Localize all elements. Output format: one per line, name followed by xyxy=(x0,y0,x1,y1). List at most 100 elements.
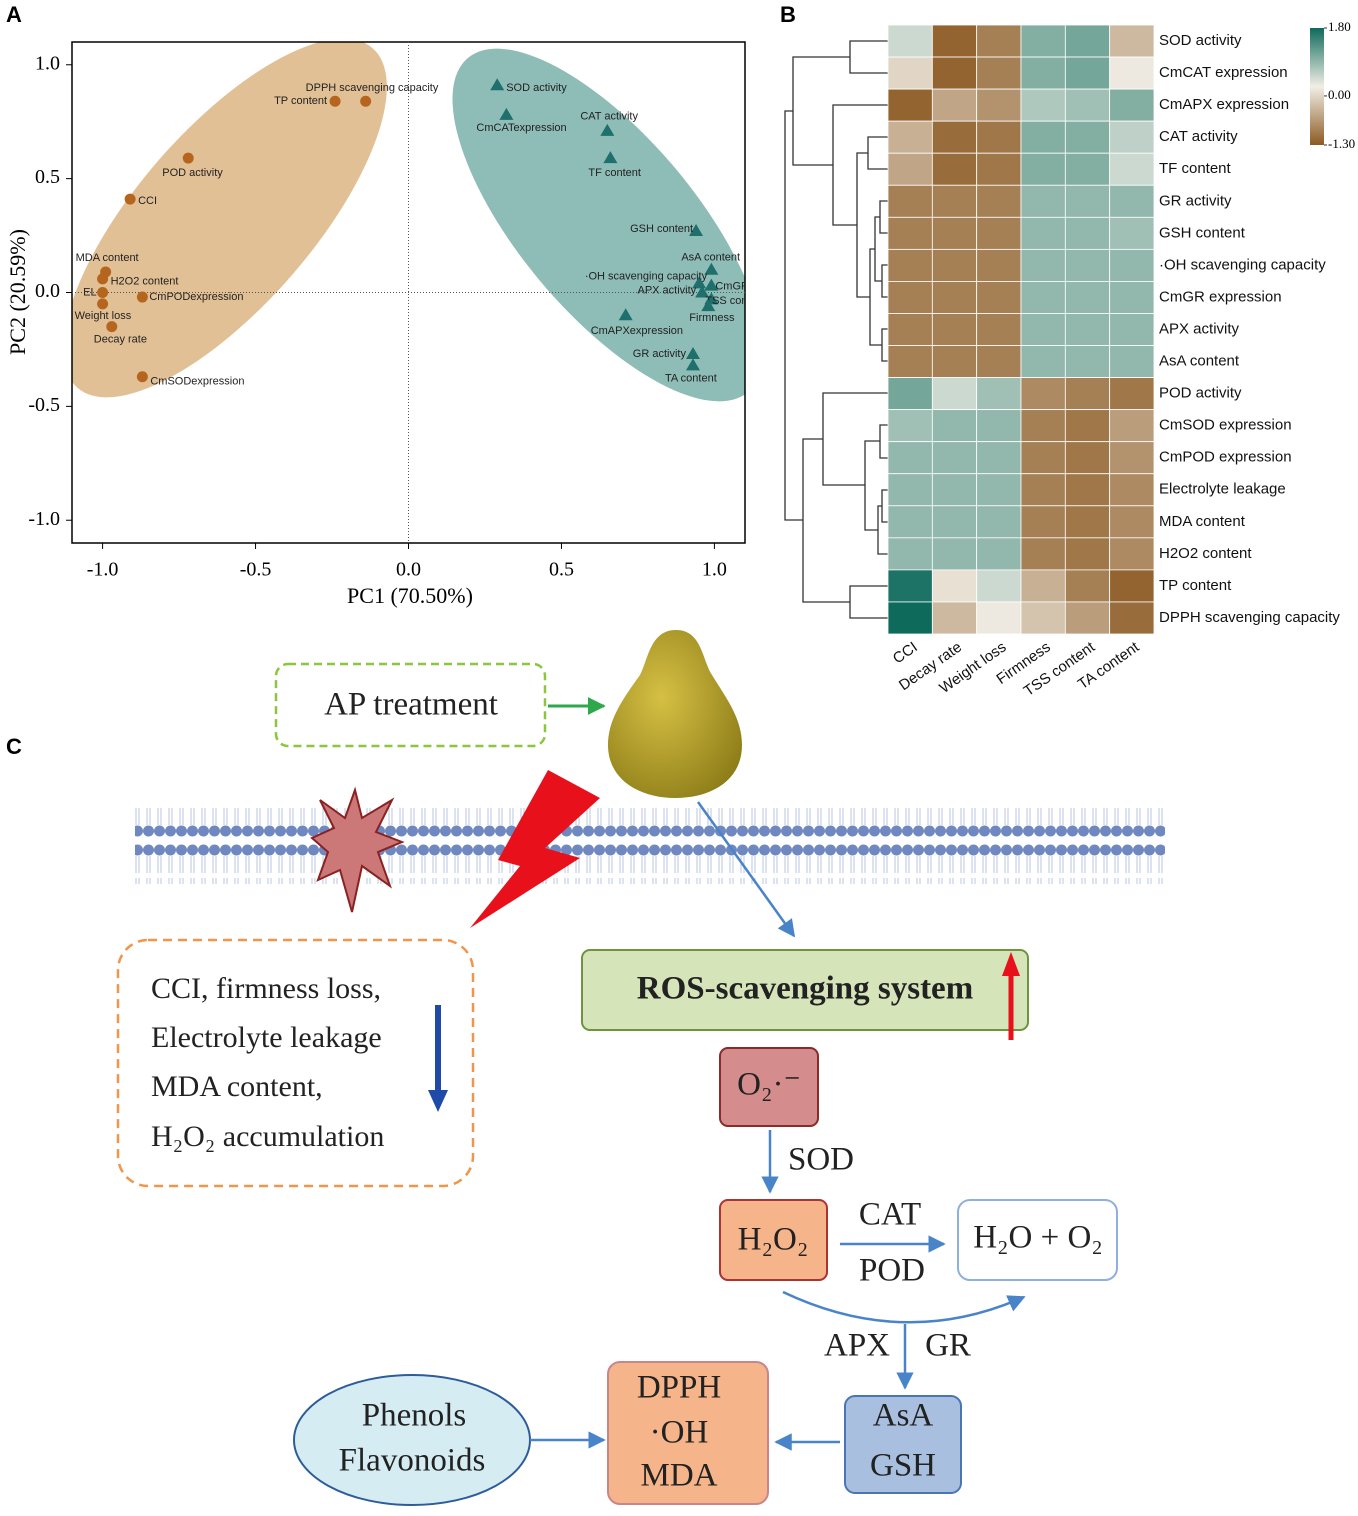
heat-cell xyxy=(931,216,978,250)
colorbar xyxy=(1310,28,1324,145)
heat-cell xyxy=(1020,345,1066,378)
point-label: AsA content xyxy=(681,252,740,264)
heat-cell xyxy=(887,601,933,635)
heat-cell xyxy=(887,441,933,475)
heat-cell xyxy=(887,248,933,282)
heat-cell xyxy=(976,152,1022,186)
heat-cell xyxy=(887,152,933,186)
heat-cell xyxy=(931,473,978,507)
heat-cell xyxy=(887,569,933,603)
y-axis-title: PC2 (20.59%) xyxy=(5,229,30,355)
row-label: MDA content xyxy=(1159,513,1246,530)
point xyxy=(685,358,700,371)
point-label: TA content xyxy=(665,372,717,384)
heat-cell xyxy=(887,377,933,411)
heat-cell xyxy=(1064,152,1111,186)
x-axis-title: PC1 (70.50%) xyxy=(347,583,473,608)
heat-cell xyxy=(976,216,1022,250)
damage-burst xyxy=(310,786,405,913)
heat-cell xyxy=(887,88,933,122)
heat-cell xyxy=(976,184,1022,218)
point xyxy=(618,308,633,321)
heat-cell xyxy=(1020,88,1066,122)
peroxide-text: H₂O₂ xyxy=(738,1222,809,1258)
heat-cell xyxy=(1109,184,1155,218)
heat-cell xyxy=(1020,281,1066,314)
antioxidant-text: AsA xyxy=(873,1398,934,1434)
heat-cell xyxy=(976,569,1022,603)
heat-cell xyxy=(1020,409,1066,443)
point xyxy=(136,371,148,383)
heat-cell xyxy=(976,24,1022,58)
heat-cell xyxy=(1064,569,1111,603)
treatment-text: AP treatment xyxy=(324,687,498,723)
heat-cell xyxy=(976,56,1022,90)
up-arrow-head xyxy=(1002,952,1020,976)
heat-cell xyxy=(976,505,1022,539)
row-label: CmSOD expression xyxy=(1159,417,1292,434)
point xyxy=(182,152,194,164)
point xyxy=(704,262,719,275)
heat-cell xyxy=(976,345,1022,378)
heat-cell xyxy=(1020,473,1066,507)
point xyxy=(97,298,109,310)
dendrogram xyxy=(784,40,888,619)
y-tick-label: -1.0 xyxy=(28,508,60,530)
point xyxy=(603,151,618,164)
heat-cell xyxy=(887,313,933,346)
row-label: CmAPX expression xyxy=(1159,96,1289,113)
panel-label: C xyxy=(6,734,22,759)
heat-cell xyxy=(887,56,933,90)
heat-cell xyxy=(976,377,1022,411)
point-label: CmCATexpression xyxy=(476,122,566,134)
point xyxy=(695,285,710,298)
phenolic-ellipse xyxy=(293,1374,531,1506)
y-tick-label: 0.5 xyxy=(35,166,60,188)
point xyxy=(97,287,109,298)
heat-cell xyxy=(887,409,933,443)
row-label: GR activity xyxy=(1159,192,1232,209)
row-label: SOD activity xyxy=(1159,32,1242,49)
heat-cell xyxy=(1064,537,1111,571)
heat-cell xyxy=(976,409,1022,443)
enzyme-text: APX xyxy=(824,1328,890,1364)
heat-cell xyxy=(1064,473,1111,507)
products-text: H₂O + O₂ xyxy=(973,1220,1103,1256)
heat-cell xyxy=(1109,313,1155,346)
colorbar-label: 1.80 xyxy=(1328,19,1351,34)
point-label: Decay rate xyxy=(94,334,147,346)
point xyxy=(701,299,716,312)
row-label: ·OH scavenging capacity xyxy=(1159,256,1326,273)
point xyxy=(97,273,109,285)
treatment-box xyxy=(274,662,547,748)
heat-cell xyxy=(1109,152,1155,186)
heat-cell xyxy=(1109,120,1155,154)
heat-cell xyxy=(887,120,933,154)
group-ellipse xyxy=(72,42,387,398)
antioxidant-text: GSH xyxy=(870,1448,936,1484)
heat-cell xyxy=(1109,569,1155,603)
row-label: CmGR expression xyxy=(1159,288,1282,305)
row-label: CmCAT expression xyxy=(1159,64,1288,81)
point-label: GSH content xyxy=(630,223,693,235)
point xyxy=(600,123,615,136)
point-label: POD activity xyxy=(162,167,223,179)
heat-cell xyxy=(887,473,933,507)
point xyxy=(689,224,704,237)
ros-box xyxy=(581,949,1029,1031)
heat-cell xyxy=(1064,24,1111,58)
point xyxy=(704,278,719,291)
down-arrow-head xyxy=(428,1090,448,1112)
heat-cell xyxy=(1020,184,1066,218)
heat-cell xyxy=(887,184,933,218)
heat-cell xyxy=(1109,56,1155,90)
heat-cell xyxy=(1020,120,1066,154)
row-label: H2O2 content xyxy=(1159,545,1252,562)
heat-cell xyxy=(1109,441,1155,475)
column-label: CCI xyxy=(890,639,921,668)
heat-cell xyxy=(1020,248,1066,282)
heat-cell xyxy=(1020,505,1066,539)
heat-cell xyxy=(931,281,978,314)
heat-cell xyxy=(931,88,978,122)
point-label: CmGR xyxy=(715,281,749,293)
